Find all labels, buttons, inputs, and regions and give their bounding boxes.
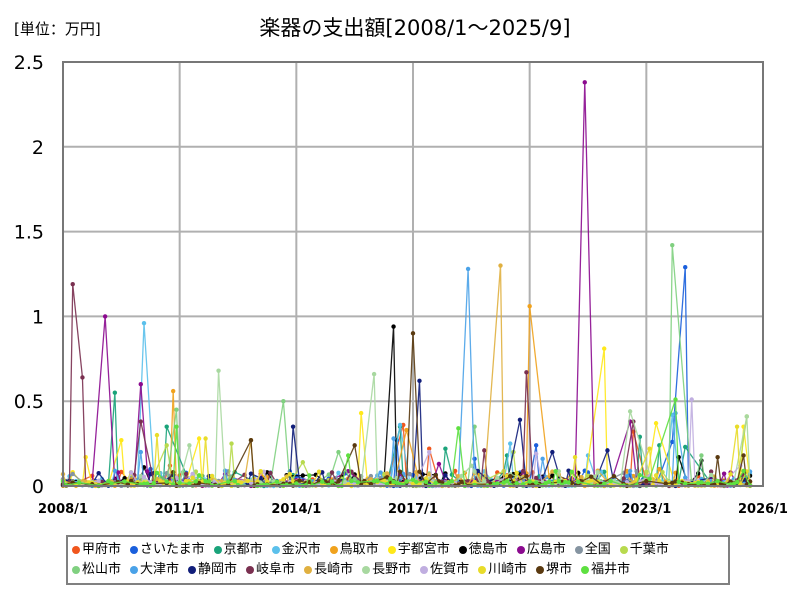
legend-marker-icon — [246, 566, 255, 574]
x-tick-label: 2014/1 — [271, 502, 321, 517]
legend-marker-icon — [72, 566, 80, 574]
legend-item: 佐賀市 — [420, 560, 469, 580]
x-tick-label: 2017/1 — [388, 502, 438, 517]
legend-label: 全国 — [584, 542, 611, 557]
gridlines — [63, 62, 763, 486]
line-chart: 0 0.5 1 1.5 2 2.5 2008/1 2011/1 2014/1 2017/1 202… — [14, 52, 788, 517]
legend-label: 千葉市 — [629, 542, 669, 557]
legend-marker-icon — [362, 566, 371, 574]
legend-marker-icon — [516, 546, 525, 554]
plot-frame — [62, 61, 764, 487]
legend-label: 静岡市 — [198, 562, 238, 577]
legend-marker-icon — [213, 546, 222, 554]
legend-label: さいたま市 — [140, 542, 205, 557]
y-tick-label: 2 — [32, 137, 44, 159]
y-tick-label: 1 — [32, 306, 44, 328]
legend-label: 長野市 — [372, 562, 412, 577]
legend-item: 金沢市 — [271, 540, 321, 560]
legend-marker-icon — [188, 566, 197, 574]
legend-marker-icon — [574, 546, 583, 554]
x-tick-label: 2020/1 — [505, 502, 555, 517]
legend-marker-icon — [271, 546, 280, 554]
legend-label: 大津市 — [140, 562, 180, 577]
legend-row: 甲府市 さいたま市 京都市 金沢市 鳥取市 宇都宮市 徳島市 広島市 全国 千葉市 — [72, 540, 724, 560]
legend-item: 徳島市 — [458, 540, 508, 560]
legend: 甲府市 さいたま市 京都市 金沢市 鳥取市 宇都宮市 徳島市 広島市 全国 千葉市 松山市 大津市 静… — [66, 535, 730, 585]
legend-label: 福井市 — [591, 562, 631, 577]
legend-row: 松山市 大津市 静岡市 岐阜市 長崎市 長野市 佐賀市 川崎市 堺市 福井市 — [72, 560, 724, 580]
legend-label: 岐阜市 — [256, 562, 296, 577]
legend-marker-icon — [581, 566, 590, 574]
legend-item: 長崎市 — [304, 560, 353, 580]
legend-item: 堺市 — [536, 560, 572, 580]
legend-label: 佐賀市 — [430, 562, 470, 577]
legend-item: 広島市 — [516, 540, 566, 560]
legend-label: 長崎市 — [314, 562, 354, 577]
legend-marker-icon — [536, 566, 545, 574]
legend-marker-icon — [458, 546, 467, 554]
x-tick-label: 2008/1 — [38, 502, 88, 517]
x-tick-label: 2011/1 — [155, 502, 205, 517]
legend-item: 大津市 — [130, 560, 179, 580]
legend-item: 鳥取市 — [329, 540, 379, 560]
legend-item: 甲府市 — [72, 540, 121, 560]
legend-label: 鳥取市 — [339, 542, 379, 557]
y-tick-label: 2.5 — [14, 52, 44, 74]
legend-item: 千葉市 — [619, 540, 669, 560]
legend-item: 京都市 — [213, 540, 263, 560]
legend-marker-icon — [72, 546, 80, 554]
legend-item: さいたま市 — [130, 540, 205, 560]
legend-label: 京都市 — [223, 542, 263, 557]
legend-item: 長野市 — [362, 560, 411, 580]
legend-marker-icon — [478, 566, 487, 574]
legend-label: 広島市 — [526, 542, 566, 557]
legend-item: 福井市 — [581, 560, 630, 580]
legend-label: 徳島市 — [468, 542, 508, 557]
x-tick-label: 2026/1 — [738, 502, 788, 517]
legend-item: 岐阜市 — [246, 560, 295, 580]
legend-item: 全国 — [574, 540, 611, 560]
legend-label: 堺市 — [546, 562, 573, 577]
legend-marker-icon — [304, 566, 313, 574]
series-line — [77, 265, 743, 489]
y-axis-ticks: 0 0.5 1 1.5 2 2.5 — [14, 52, 44, 498]
legend-label: 金沢市 — [281, 542, 321, 557]
x-tick-label: 2023/1 — [621, 502, 671, 517]
data-series — [60, 80, 753, 489]
legend-item: 川崎市 — [478, 560, 527, 580]
y-tick-label: 0.5 — [14, 391, 44, 413]
legend-marker-icon — [130, 546, 139, 554]
legend-label: 川崎市 — [488, 562, 528, 577]
legend-marker-icon — [619, 546, 628, 554]
legend-item: 宇都宮市 — [387, 540, 450, 560]
x-axis-ticks: 2008/1 2011/1 2014/1 2017/1 2020/1 2023/1 2026… — [38, 502, 788, 517]
y-tick-label: 0 — [32, 476, 44, 498]
legend-label: 松山市 — [82, 562, 122, 577]
chart-title: 楽器の支出額[2008/1～2025/9] — [259, 16, 571, 40]
legend-item: 静岡市 — [188, 560, 237, 580]
legend-marker-icon — [130, 566, 139, 574]
legend-label: 甲府市 — [82, 542, 122, 557]
legend-marker-icon — [329, 546, 338, 554]
legend-item: 松山市 — [72, 560, 121, 580]
unit-label: [単位：万円] — [14, 20, 101, 38]
legend-label: 宇都宮市 — [397, 542, 450, 557]
legend-marker-icon — [387, 546, 396, 554]
series-line — [64, 346, 753, 489]
y-tick-label: 1.5 — [14, 222, 44, 244]
legend-marker-icon — [420, 566, 429, 574]
